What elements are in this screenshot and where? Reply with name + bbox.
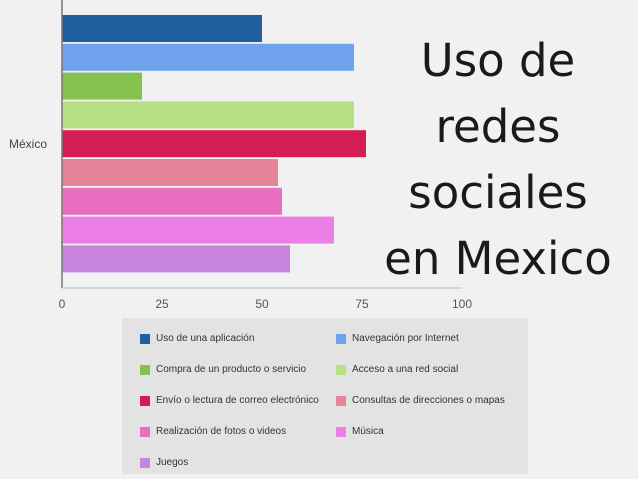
bar-1 <box>62 15 262 42</box>
legend-item: Realización de fotos o videos <box>140 426 286 437</box>
legend-item: Navegación por Internet <box>336 333 459 344</box>
legend-item: Acceso a una red social <box>336 364 458 375</box>
legend-swatch <box>140 426 150 437</box>
legend-swatch <box>336 333 346 344</box>
legend-label: Realización de fotos o videos <box>156 426 287 437</box>
bar-6 <box>62 159 278 186</box>
bar-9 <box>62 245 290 273</box>
legend-item: Compra de un producto o servicio <box>140 364 306 375</box>
legend-swatch <box>140 457 150 468</box>
chart-legend: Uso de una aplicación Navegación por Inte… <box>122 318 528 474</box>
bar-5 <box>62 130 366 158</box>
legend-label: Acceso a una red social <box>352 364 459 375</box>
slide-title: Uso de redes sociales en Mexico <box>372 28 624 292</box>
x-tick-label: 25 <box>155 297 169 311</box>
legend-item: Uso de una aplicación <box>140 333 254 344</box>
title-line-3: sociales <box>408 166 588 219</box>
legend-label: Compra de un producto o servicio <box>156 364 307 375</box>
bars-group <box>62 15 366 273</box>
legend-swatch <box>140 395 150 406</box>
category-label: México <box>9 137 47 151</box>
legend-label: Envío o lectura de correo electrónico <box>156 395 319 406</box>
legend-swatch <box>140 364 150 375</box>
x-tick-label: 0 <box>59 297 66 311</box>
title-line-2: redes <box>435 100 561 153</box>
x-tick-labels: 0 25 50 75 100 <box>59 297 473 311</box>
legend-label: Música <box>352 426 384 437</box>
bar-7 <box>62 187 282 215</box>
legend-swatch <box>140 333 150 344</box>
legend-label: Consultas de direcciones o mapas <box>352 395 505 406</box>
x-tick-label: 75 <box>355 297 369 311</box>
legend-item: Envío o lectura de correo electrónico <box>140 395 319 406</box>
legend-label: Uso de una aplicación <box>156 333 255 344</box>
legend-swatch <box>336 395 346 406</box>
legend-label: Juegos <box>156 457 189 468</box>
bar-8 <box>62 216 334 244</box>
x-tick-label: 100 <box>452 297 472 311</box>
title-line-1: Uso de <box>420 34 576 87</box>
title-line-4: en Mexico <box>384 232 612 285</box>
legend-item: Música <box>336 426 384 437</box>
legend-item: Juegos <box>140 457 188 468</box>
bar-2 <box>62 43 354 71</box>
legend-item: Consultas de direcciones o mapas <box>336 395 505 406</box>
x-tick-label: 50 <box>255 297 269 311</box>
legend-swatch <box>336 364 346 375</box>
bar-3 <box>62 72 142 100</box>
legend-swatch <box>336 426 346 437</box>
legend-label: Navegación por Internet <box>352 333 459 344</box>
bar-4 <box>62 101 354 129</box>
